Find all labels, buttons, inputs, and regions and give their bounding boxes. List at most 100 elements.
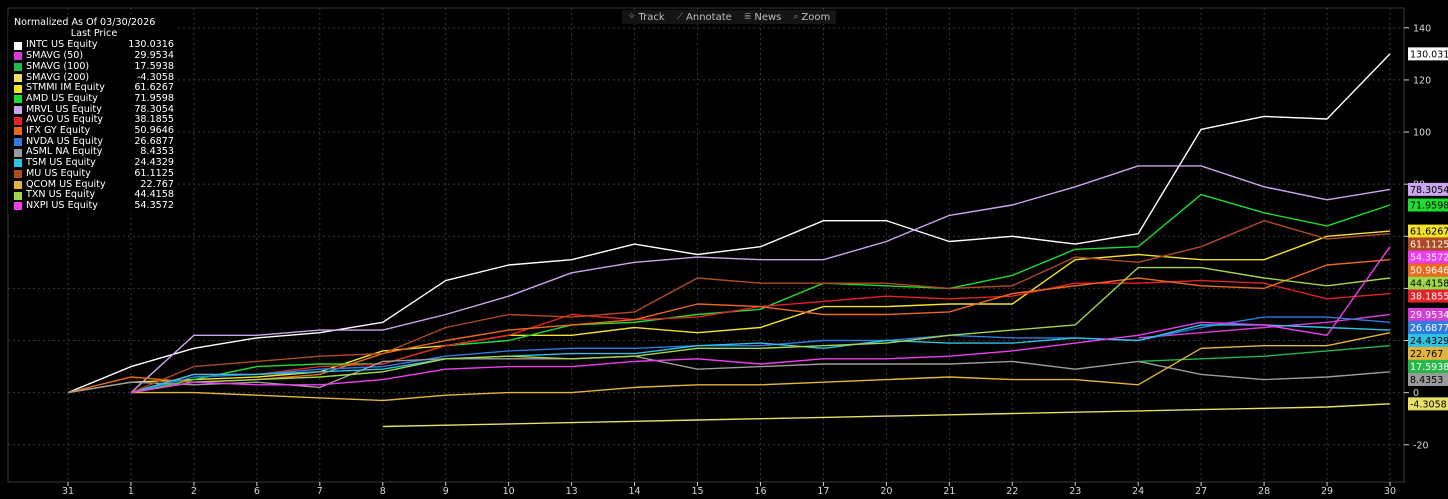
legend-series-name: MRVL US Equity bbox=[26, 103, 102, 115]
legend-swatch bbox=[14, 116, 22, 125]
legend-item[interactable]: STMMI IM Equity 61.6267 bbox=[14, 83, 174, 94]
x-tick-label: 8 bbox=[380, 486, 386, 497]
plot-frame bbox=[7, 7, 1405, 483]
x-tick-label: 7 bbox=[317, 486, 323, 497]
legend-item[interactable]: SMAVG (50) 29.9534 bbox=[14, 50, 174, 62]
legend-swatch bbox=[14, 148, 22, 157]
legend-swatch bbox=[14, 170, 22, 179]
x-tick-label: 20 bbox=[880, 486, 892, 497]
value-badge bbox=[1408, 263, 1448, 277]
zoom-button[interactable]: ⌕ Zoom bbox=[793, 11, 831, 23]
value-badge bbox=[1408, 276, 1448, 290]
legend-item[interactable]: ASML NA Equity 8.4353 bbox=[14, 147, 174, 158]
value-badge-text: 17.5938 bbox=[1410, 362, 1448, 373]
pencil-icon: ⟋ bbox=[676, 12, 684, 22]
legend-series-name: NVDA US Equity bbox=[26, 135, 104, 147]
value-badge-text: -4.3058 bbox=[1410, 399, 1447, 410]
magnifier-icon: ⌕ bbox=[793, 12, 799, 22]
legend-item[interactable]: NXPI US Equity 54.3572 bbox=[14, 200, 174, 212]
series-lines bbox=[67, 53, 1391, 428]
x-tick-label: 21 bbox=[943, 486, 955, 497]
value-badge bbox=[1408, 182, 1448, 196]
legend-series-value: 78.3054 bbox=[134, 103, 174, 115]
legend-swatch bbox=[14, 202, 22, 211]
legend-series-value: 17.5938 bbox=[134, 60, 174, 72]
value-badge bbox=[1408, 333, 1448, 347]
x-tick-label: 2 bbox=[191, 486, 197, 497]
legend-item[interactable]: TSM US Equity 24.4329 bbox=[14, 157, 174, 169]
legend-series-value: 29.9534 bbox=[134, 50, 174, 62]
legend-swatch bbox=[14, 191, 22, 200]
last-value-badges: 130.031 78.3054 71.9598 61.6267 61.1125 54.35… bbox=[1408, 47, 1448, 411]
value-badge-text: 44.4158 bbox=[1410, 279, 1448, 290]
legend-swatch bbox=[14, 127, 22, 136]
legend-item[interactable]: TXN US Equity 44.4158 bbox=[14, 190, 174, 201]
legend-subtitle: Last Price bbox=[70, 27, 118, 39]
legend-item[interactable]: QCOM US Equity 22.767 bbox=[14, 178, 174, 191]
value-badge-text: 78.3054 bbox=[1410, 185, 1448, 196]
value-badge-text: 26.6877 bbox=[1410, 323, 1448, 334]
x-tick-label: 24 bbox=[1132, 486, 1144, 497]
legend-title: Normalized As Of 03/30/2026 bbox=[14, 17, 156, 28]
value-badge-text: 38.1855 bbox=[1410, 292, 1448, 303]
legend-series-value: 44.4158 bbox=[134, 189, 174, 201]
value-badge bbox=[1408, 359, 1448, 373]
series-line bbox=[67, 230, 1391, 394]
series-line bbox=[130, 246, 1391, 394]
value-badge-text: 71.9598 bbox=[1410, 201, 1448, 212]
legend-item[interactable]: IFX GY Equity 50.9646 bbox=[14, 125, 174, 137]
series-line bbox=[130, 316, 1391, 394]
x-tick-label: 28 bbox=[1258, 486, 1270, 497]
legend-item[interactable]: AMD US Equity 71.9598 bbox=[14, 92, 174, 105]
news-button[interactable]: ≣ News bbox=[743, 11, 782, 23]
value-badge-text: 54.3572 bbox=[1410, 253, 1448, 264]
legend-item[interactable]: MU US Equity 61.1125 bbox=[14, 168, 174, 180]
x-tick-label: 23 bbox=[1069, 486, 1081, 497]
legend-swatch bbox=[14, 180, 22, 189]
legend-item[interactable]: NVDA US Equity 26.6877 bbox=[14, 135, 174, 148]
value-badge-text: 61.1125 bbox=[1410, 240, 1448, 251]
legend-series-name: STMMI IM Equity bbox=[26, 82, 105, 94]
legend-swatch bbox=[14, 105, 22, 114]
legend-series-name: SMAVG (100) bbox=[26, 60, 90, 72]
x-tick-label: 31 bbox=[62, 486, 74, 497]
value-badge bbox=[1408, 307, 1448, 321]
track-button[interactable]: ✧ Track bbox=[628, 11, 665, 23]
annotate-button[interactable]: ⟋ Annotate bbox=[676, 11, 732, 23]
legend-series-value: 130.0316 bbox=[128, 39, 174, 51]
legend-series-value: 61.6267 bbox=[134, 82, 174, 94]
value-badge bbox=[1408, 47, 1448, 61]
x-tick-label: 29 bbox=[1321, 486, 1333, 497]
legend-item[interactable]: SMAVG (200) -4.3058 bbox=[14, 71, 174, 84]
value-badge-text: 22.767 bbox=[1410, 349, 1443, 360]
y-tick-label: 120 bbox=[1413, 75, 1431, 86]
legend-item[interactable]: MRVL US Equity 78.3054 bbox=[14, 103, 174, 116]
legend-item[interactable]: AVGO US Equity 38.1855 bbox=[14, 115, 174, 126]
x-axis: 31 1 2 6 7 8 9 10 13 14 15 16 17 20 21 22 23 24 27 28 29 30 bbox=[62, 482, 1396, 497]
x-tick-label: 1 bbox=[128, 486, 134, 497]
series-line bbox=[131, 332, 1391, 402]
x-tick-label: 9 bbox=[443, 486, 449, 497]
legend-swatch bbox=[14, 84, 22, 93]
legend-series-value: 38.1855 bbox=[134, 114, 174, 126]
legend-series-name: INTC US Equity bbox=[26, 39, 98, 51]
legend-swatch bbox=[14, 52, 22, 61]
series-line bbox=[1138, 313, 1391, 339]
series-line bbox=[382, 403, 1391, 428]
legend-swatch bbox=[14, 63, 22, 72]
value-badge-text: 24.4329 bbox=[1410, 336, 1448, 347]
legend-swatch bbox=[14, 95, 22, 104]
legend-series-value: 22.767 bbox=[140, 178, 174, 190]
x-tick-label: 10 bbox=[503, 486, 515, 497]
legend-swatch bbox=[14, 159, 22, 168]
legend-item[interactable]: INTC US Equity 130.0316 bbox=[14, 40, 174, 51]
chart-grid bbox=[7, 7, 1405, 483]
value-badge-text: 50.9646 bbox=[1410, 266, 1448, 277]
legend-series-name: IFX GY Equity bbox=[26, 125, 91, 137]
legend-item[interactable]: SMAVG (100) 17.5938 bbox=[14, 60, 174, 73]
value-badge bbox=[1408, 397, 1448, 411]
y-tick-label: 140 bbox=[1413, 23, 1431, 34]
legend-series-name: SMAVG (200) bbox=[26, 71, 90, 83]
legend-series-name: AMD US Equity bbox=[26, 92, 98, 104]
